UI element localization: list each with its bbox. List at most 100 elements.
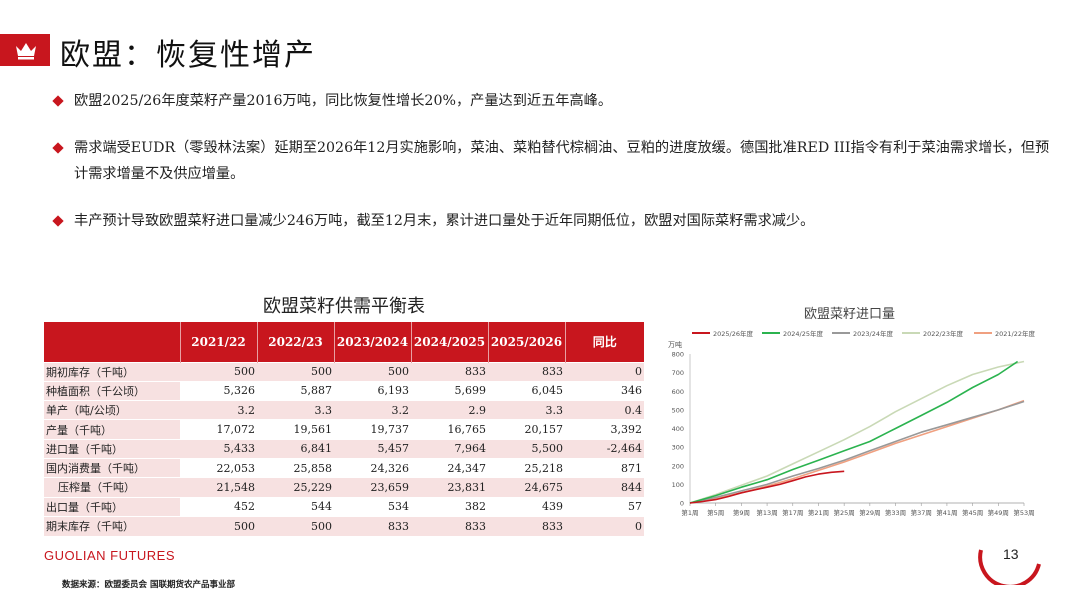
table-cell: 871: [565, 457, 644, 478]
x-tick-label: 第49周: [988, 508, 1009, 517]
table-cell: 24,326: [334, 457, 411, 478]
x-tick-label: 第25周: [834, 508, 855, 517]
table-cell: 24,675: [488, 477, 565, 498]
table-cell: 7,964: [411, 438, 488, 459]
table-cell: 0: [565, 515, 644, 536]
table-cell: 3.2: [180, 400, 257, 420]
table-cell: 500: [257, 361, 334, 382]
legend-label: 2024/25年度: [783, 329, 824, 338]
bullet-text: 欧盟2025/26年度菜籽产量2016万吨，同比恢复性增长20%，产量达到近五年…: [74, 93, 613, 109]
y-tick-label: 0: [680, 500, 684, 508]
data-source: 数据来源：欧盟委员会 国联期货农产品事业部: [62, 580, 235, 590]
table-row: 期末库存（千吨） 500 500 833 833 833 0: [44, 515, 644, 536]
table-cell: 16,765: [411, 419, 488, 440]
table-row: 进口量（千吨） 5,433 6,841 5,457 7,964 5,500 -2,464: [44, 438, 644, 459]
table-cell: 6,841: [257, 438, 334, 459]
table-cell: 544: [257, 496, 334, 517]
table-row: 种植面积（千公顷） 5,326 5,887 6,193 5,699 6,045 346: [44, 380, 644, 401]
x-tick-label: 第5周: [707, 508, 724, 517]
table-cell: 21,548: [180, 477, 257, 498]
bullet-item: 欧盟2025/26年度菜籽产量2016万吨，同比恢复性增长20%，产量达到近五年…: [52, 88, 1052, 114]
table-cell: 23,659: [334, 477, 411, 498]
diamond-bullet-icon: [52, 142, 64, 154]
diamond-bullet-icon: [52, 95, 64, 107]
table-cell: 500: [257, 515, 334, 536]
table-title: 欧盟菜籽供需平衡表: [263, 296, 425, 317]
table-header-cell: 2023/2024: [333, 322, 411, 362]
x-tick-label: 第53周: [1013, 508, 1034, 517]
table-cell: 5,500: [488, 438, 565, 459]
bullet-text: 丰产预计导致欧盟菜籽进口量减少246万吨，截至12月末，累计进口量处于近年同期低…: [74, 213, 815, 229]
x-tick-label: 第21周: [808, 508, 829, 517]
y-tick-label: 400: [672, 425, 684, 433]
table-cell: 5,326: [180, 380, 257, 401]
bullet-item: 丰产预计导致欧盟菜籽进口量减少246万吨，截至12月末，累计进口量处于近年同期低…: [52, 208, 1052, 234]
series-line: [689, 470, 845, 504]
table-cell: 0.4: [565, 400, 644, 420]
table-cell: 3.3: [257, 400, 334, 420]
table-cell: 3.3: [488, 400, 565, 420]
table-cell: 534: [334, 496, 411, 517]
x-tick-label: 第17周: [782, 508, 803, 517]
table-header-cell: 2022/23: [256, 322, 334, 362]
legend-label: 2025/26年度: [713, 329, 754, 338]
legend-label: 2023/24年度: [853, 329, 894, 338]
table-cell: 3.2: [334, 400, 411, 420]
crown-icon: [16, 43, 36, 60]
row-label: 国内消费量（千吨）: [44, 457, 180, 478]
bullet-text: 需求端受EUDR（零毁林法案）延期至2026年12月实施影响，菜油、菜粕替代棕榈…: [74, 140, 1050, 182]
series-line: [689, 360, 1025, 504]
table-row: 出口量（千吨） 452 544 534 382 439 57: [44, 496, 644, 517]
supply-demand-table: 2021/22 2022/23 2023/2024 2024/2025 2025…: [44, 322, 644, 536]
table-cell: 0: [565, 361, 644, 382]
y-tick-label: 800: [672, 351, 684, 359]
table-header-row: 2021/22 2022/23 2023/2024 2024/2025 2025…: [44, 322, 644, 362]
table-cell: 5,887: [257, 380, 334, 401]
table-cell: 500: [180, 515, 257, 536]
page-arc-decoration: [978, 549, 1041, 585]
table-cell: 57: [565, 496, 644, 517]
row-label: 期初库存（千吨）: [44, 361, 180, 382]
table-cell: 25,858: [257, 457, 334, 478]
x-tick-label: 第41周: [936, 508, 957, 517]
bullet-item: 需求端受EUDR（零毁林法案）延期至2026年12月实施影响，菜油、菜粕替代棕榈…: [52, 135, 1052, 187]
table-cell: 833: [334, 515, 411, 536]
y-tick-label: 200: [672, 462, 684, 470]
table-cell: 833: [411, 361, 488, 382]
table-cell: 439: [488, 496, 565, 517]
x-tick-label: 第13周: [756, 508, 777, 517]
table-cell: 24,347: [411, 457, 488, 478]
x-tick-label: 第9周: [733, 508, 750, 517]
x-tick-label: 第37周: [911, 508, 932, 517]
table-header-cell: 同比: [564, 322, 644, 362]
table-row: 国内消费量（千吨） 22,053 25,858 24,326 24,347 25,218 8…: [44, 457, 644, 478]
table-cell: -2,464: [565, 438, 644, 459]
table-cell: 6,193: [334, 380, 411, 401]
table-cell: 382: [411, 496, 488, 517]
bullet-list: 欧盟2025/26年度菜籽产量2016万吨，同比恢复性增长20%，产量达到近五年…: [52, 88, 1052, 255]
table-cell: 500: [180, 361, 257, 382]
x-tick-label: 第29周: [859, 508, 880, 517]
table-cell: 22,053: [180, 457, 257, 478]
row-label: 产量（千吨）: [44, 419, 180, 440]
row-label: 单产（吨/公顷）: [44, 400, 180, 420]
row-label: 期末库存（千吨）: [44, 515, 180, 536]
page-title: 欧盟：恢复性增产: [60, 38, 316, 73]
table-cell: 833: [488, 361, 565, 382]
table-cell: 500: [334, 361, 411, 382]
import-line-chart: 2025/26年度 2024/25年度 2023/24年度 2022/23年度 2021…: [668, 329, 1036, 517]
x-tick-label: 第1周: [681, 508, 698, 517]
table-header-cell: 2021/22: [179, 322, 257, 362]
page-number: 13: [1003, 546, 1019, 562]
row-label: 进口量（千吨）: [44, 438, 180, 459]
y-tick-label: 500: [672, 406, 684, 414]
chart-title: 欧盟菜籽进口量: [804, 307, 896, 322]
table-cell: 6,045: [488, 380, 565, 401]
series-line: [689, 400, 1025, 504]
table-cell: 346: [565, 380, 644, 401]
table-header-cell: 2025/2026: [487, 322, 565, 362]
series-line: [689, 360, 1019, 504]
table-cell: 20,157: [488, 419, 565, 440]
table-cell: 23,831: [411, 477, 488, 498]
table-header-cell: 2024/2025: [410, 322, 488, 362]
